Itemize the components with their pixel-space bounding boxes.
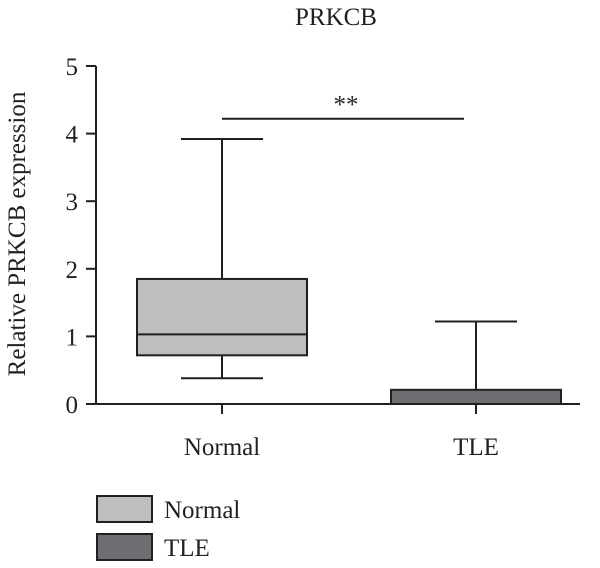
x-tick-label: TLE [453, 434, 499, 461]
legend-swatch-tle [96, 533, 153, 561]
y-tick-label: 1 [66, 324, 79, 351]
x-tick-label: Normal [184, 434, 260, 461]
box-body [136, 277, 308, 357]
y-tick-label: 3 [66, 189, 79, 216]
y-tick-label: 5 [66, 54, 79, 81]
y-tick-label: 4 [66, 122, 79, 149]
boxes [136, 138, 562, 405]
box-body [390, 388, 562, 405]
legend-swatch-normal [96, 495, 153, 523]
y-tick-label: 0 [66, 392, 79, 419]
legend-entry-normal: Normal [96, 495, 240, 524]
legend-entry-tle: TLE [96, 533, 210, 562]
y-tick-label: 2 [66, 257, 79, 284]
legend: Normal TLE [96, 495, 240, 562]
legend-label-tle: TLE [164, 535, 210, 562]
chart-title: PRKCB [295, 4, 377, 31]
y-axis-label: Relative PRKCB expression [4, 91, 31, 376]
significance-annotation: ** [222, 92, 464, 120]
y-ticks: 0 1 2 3 4 5 [66, 54, 96, 419]
box-normal [136, 138, 308, 380]
x-ticks: Normal TLE [184, 404, 499, 461]
significance-label: ** [334, 92, 359, 119]
box-tle [390, 320, 562, 405]
legend-label-normal: Normal [164, 497, 240, 524]
